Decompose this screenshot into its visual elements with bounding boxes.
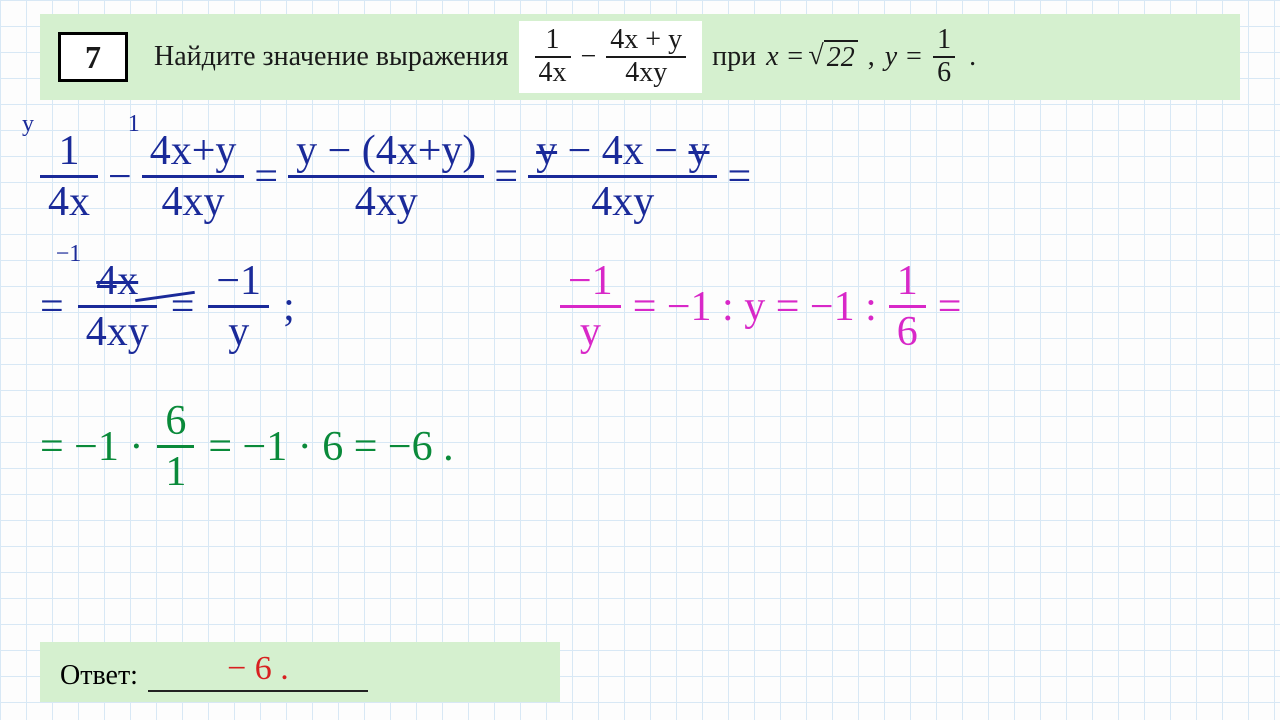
work-line-2b: −1 y = −1 : y = −1 : 1 6 = bbox=[560, 260, 961, 353]
hw-frac4: y − 4x − y 4xy bbox=[528, 130, 717, 223]
l3-b: = −1 · 6 = −6 . bbox=[208, 426, 453, 468]
hw-frac3: y − (4x+y) 4xy bbox=[288, 130, 484, 223]
hw-f9-num: 6 bbox=[157, 400, 194, 442]
l2-semi: ; bbox=[283, 286, 295, 328]
y-frac-num: 1 bbox=[933, 25, 955, 56]
frac2-den: 4xy bbox=[621, 58, 671, 89]
hw-f6-den: y bbox=[220, 311, 257, 353]
period: . bbox=[969, 41, 976, 73]
hw-f1-den: 4x bbox=[40, 181, 98, 223]
eq1: = bbox=[254, 156, 278, 198]
frac2-num: 4x + y bbox=[606, 25, 686, 56]
hw-f5-num: 4x bbox=[88, 260, 146, 302]
work-line-1: y 1 4x − 1 4x+y 4xy = y − (4x+y) 4xy = y… bbox=[40, 130, 751, 223]
task-header: 7 Найдите значение выражения 1 4x − 4x +… bbox=[40, 14, 1240, 100]
hw-frac2: 4x+y 4xy bbox=[142, 130, 245, 223]
hw-minus: − bbox=[108, 156, 132, 198]
expression-box: 1 4x − 4x + y 4xy bbox=[519, 21, 703, 93]
l3-a: = −1 · bbox=[40, 426, 143, 468]
hw-frac9: 6 1 bbox=[157, 400, 194, 493]
hw-f4-num: y − 4x − y bbox=[528, 130, 717, 172]
f4-mid: − 4x − bbox=[557, 128, 688, 174]
hw-frac1: 1 4x bbox=[40, 130, 98, 223]
hw-f2-num: 4x+y bbox=[142, 130, 245, 172]
answer-box: Ответ: − 6 . bbox=[40, 642, 560, 702]
f4-strike-y1: y bbox=[536, 128, 557, 174]
sup-1: 1 bbox=[128, 112, 140, 136]
hw-f8-den: 6 bbox=[889, 311, 926, 353]
sqrt-icon: √22 bbox=[808, 40, 857, 74]
task-text: Найдите значение выражения 1 4x − 4x + y… bbox=[154, 21, 976, 93]
answer-label: Ответ: bbox=[60, 660, 138, 692]
l2b-rest: = −1 : y = −1 : bbox=[633, 286, 877, 328]
minus: − bbox=[581, 41, 597, 73]
comma: , bbox=[868, 41, 875, 73]
f5-den-strike: 4xy bbox=[86, 309, 149, 355]
hw-f8-num: 1 bbox=[889, 260, 926, 302]
x-label: x = bbox=[766, 41, 804, 73]
frac1: 1 4x bbox=[535, 25, 571, 89]
hw-frac8: 1 6 bbox=[889, 260, 926, 353]
hw-f5-den: 4xy bbox=[78, 311, 157, 353]
work-line-2: = −1 4x 4xy = −1 y ; bbox=[40, 260, 295, 353]
prompt-before: Найдите значение выражения bbox=[154, 41, 509, 73]
l2b-eq: = bbox=[938, 286, 962, 328]
hw-f4-den: 4xy bbox=[583, 181, 662, 223]
work-line-3: = −1 · 6 1 = −1 · 6 = −6 . bbox=[40, 400, 454, 493]
hw-f6-num: −1 bbox=[208, 260, 269, 302]
hw-f3-den: 4xy bbox=[347, 181, 426, 223]
f4-strike-y2: y bbox=[688, 128, 709, 174]
grid-background bbox=[0, 0, 1280, 720]
frac1-num: 1 bbox=[542, 25, 564, 56]
hw-frac6: −1 y bbox=[208, 260, 269, 353]
frac1-den: 4x bbox=[535, 58, 571, 89]
hw-f1-num: 1 bbox=[51, 130, 88, 172]
x-root-val: 22 bbox=[824, 40, 858, 74]
answer-value: − 6 . bbox=[148, 650, 368, 692]
sup-y: y bbox=[22, 112, 34, 136]
hw-frac7: −1 y bbox=[560, 260, 621, 353]
hw-f3-num: y − (4x+y) bbox=[288, 130, 484, 172]
hw-f2-den: 4xy bbox=[154, 181, 233, 223]
sup-neg1: −1 bbox=[56, 242, 82, 266]
l2-eq: = bbox=[40, 286, 64, 328]
y-label: y = bbox=[885, 41, 923, 73]
hw-f9-den: 1 bbox=[157, 451, 194, 493]
y-frac: 1 6 bbox=[933, 25, 955, 89]
hw-f7-den: y bbox=[572, 311, 609, 353]
y-frac-den: 6 bbox=[933, 58, 955, 89]
hw-f7-num: −1 bbox=[560, 260, 621, 302]
frac2: 4x + y 4xy bbox=[606, 25, 686, 89]
eq3: = bbox=[727, 156, 751, 198]
hw-frac5: 4x 4xy bbox=[78, 260, 157, 353]
cond-y: y = 1 6 bbox=[885, 25, 959, 89]
prompt-mid: при bbox=[712, 41, 756, 73]
eq2: = bbox=[494, 156, 518, 198]
task-number: 7 bbox=[58, 32, 128, 82]
cond-x: x = √22 bbox=[766, 40, 858, 74]
